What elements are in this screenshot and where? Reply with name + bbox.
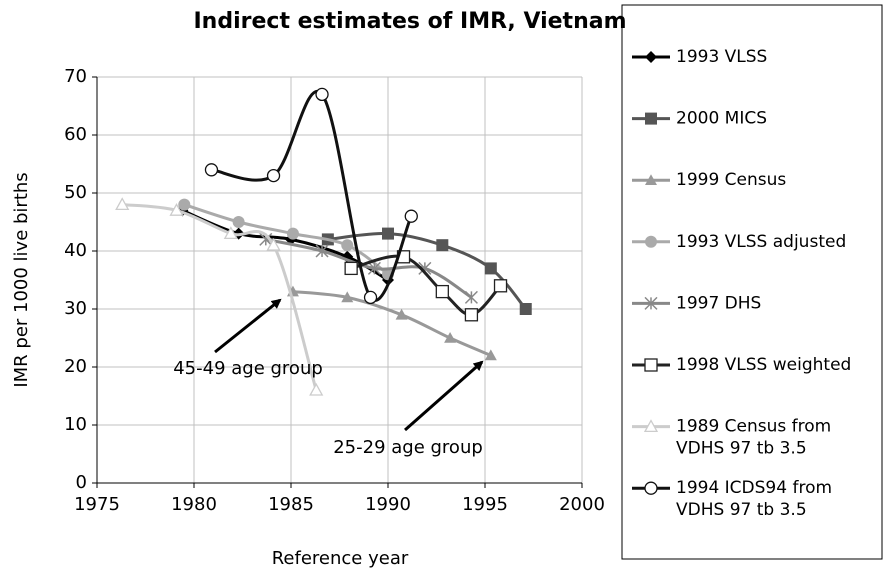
x-tick-label: 1980 xyxy=(171,494,217,515)
plot-area xyxy=(115,87,532,396)
legend-box xyxy=(621,4,883,560)
x-tick-label: 2000 xyxy=(559,494,605,515)
marker xyxy=(645,51,657,63)
x-tick-label: 1985 xyxy=(268,494,314,515)
marker xyxy=(309,382,324,396)
marker xyxy=(464,290,478,304)
marker xyxy=(484,262,497,275)
marker xyxy=(315,87,329,102)
marker xyxy=(444,332,457,343)
y-tick-label: 0 xyxy=(76,472,87,493)
marker xyxy=(645,174,657,185)
x-tick-label: 1990 xyxy=(365,494,411,515)
legend-label-line: 1994 ICDS94 from xyxy=(676,478,832,498)
legend-label: 1999 Census xyxy=(676,170,786,190)
marker xyxy=(204,163,219,177)
marker xyxy=(169,203,184,216)
series-line xyxy=(122,203,318,391)
y-tick-label: 40 xyxy=(64,240,87,261)
marker xyxy=(645,235,657,248)
marker xyxy=(363,290,378,305)
marker xyxy=(382,227,394,240)
legend-label: 1993 VLSS xyxy=(676,47,767,67)
marker xyxy=(344,261,358,276)
marker xyxy=(644,481,658,495)
legend: 1993 VLSS 2000 MICS 1999 Census 1993 VLSS a… xyxy=(632,47,851,520)
marker xyxy=(395,308,408,320)
marker xyxy=(435,284,449,299)
marker xyxy=(645,112,657,125)
y-tick-label: 60 xyxy=(64,124,87,145)
grid: 0 10 20 30 40 50 60 70 1975 1980 1985 1990 1995 2000 xyxy=(64,66,605,515)
legend-label: 1997 DHS xyxy=(676,293,761,313)
y-tick-label: 20 xyxy=(64,356,87,377)
x-tick-label: 1995 xyxy=(462,494,508,515)
y-tick-label: 30 xyxy=(64,298,87,319)
marker xyxy=(484,349,497,361)
marker xyxy=(644,296,658,310)
marker xyxy=(266,237,281,251)
marker xyxy=(315,244,329,258)
legend-label-line: VDHS 97 tb 3.5 xyxy=(676,439,807,459)
marker xyxy=(178,198,191,211)
marker xyxy=(223,226,238,240)
legend-label: 2000 MICS xyxy=(676,109,767,129)
legend-label-line: 1989 Census from xyxy=(676,417,831,437)
marker xyxy=(286,227,299,240)
legend-label: 1993 VLSS adjusted xyxy=(676,232,846,252)
marker xyxy=(232,216,245,228)
chart-title: Indirect estimates of IMR, Vietnam xyxy=(194,9,627,34)
legend-label: 1994 ICDS94 from VDHS 97 tb 3.5 xyxy=(676,478,832,520)
legend-label: 1989 Census from VDHS 97 tb 3.5 xyxy=(676,417,831,459)
marker xyxy=(519,303,532,315)
legend-label-line: VDHS 97 tb 3.5 xyxy=(676,500,807,520)
x-tick-label: 1975 xyxy=(74,494,120,515)
y-tick-label: 70 xyxy=(64,66,87,87)
y-tick-label: 50 xyxy=(64,182,87,203)
marker xyxy=(436,239,449,252)
annotation-arrow xyxy=(404,360,484,432)
marker xyxy=(266,168,281,183)
x-axis-label: Reference year xyxy=(272,548,409,569)
marker xyxy=(115,197,130,211)
annotation: 25-29 age group xyxy=(333,437,483,458)
series-line xyxy=(292,290,492,357)
y-tick-label: 10 xyxy=(64,414,87,435)
marker xyxy=(341,291,354,303)
marker xyxy=(644,358,658,372)
marker xyxy=(404,209,418,223)
marker xyxy=(493,279,508,293)
marker xyxy=(643,419,659,433)
annotation: 45-49 age group xyxy=(173,358,323,379)
y-axis-label: IMR per 1000 live births xyxy=(11,172,32,387)
marker xyxy=(367,261,381,275)
marker xyxy=(341,239,354,252)
marker xyxy=(464,308,479,322)
legend-label: 1998 VLSS weighted xyxy=(676,355,851,375)
annotation-arrow xyxy=(214,298,282,354)
